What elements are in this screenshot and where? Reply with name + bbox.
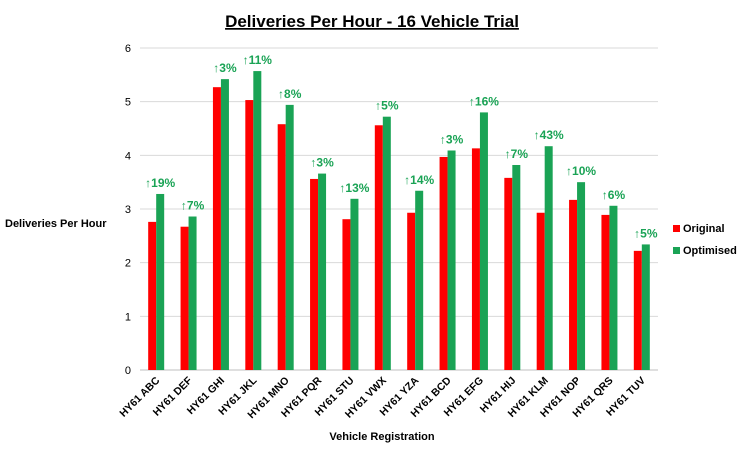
- improvement-label: ↑5%: [634, 226, 658, 240]
- bar-optimised-12: [544, 146, 553, 370]
- bar-original-15: [633, 250, 642, 370]
- bar-optimised-3: [253, 71, 262, 371]
- improvement-label: ↑3%: [440, 133, 464, 147]
- y-tick-label: 6: [125, 43, 131, 55]
- improvement-label: ↑3%: [213, 61, 237, 75]
- bar-original-11: [504, 177, 513, 370]
- bar-original-7: [374, 125, 383, 370]
- y-axis-label: Deliveries Per Hour: [5, 218, 107, 230]
- bar-original-10: [471, 148, 480, 370]
- bar-optimised-13: [577, 182, 586, 370]
- bar-original-2: [212, 87, 221, 370]
- bar-original-3: [245, 100, 254, 370]
- improvement-label: ↑13%: [339, 181, 369, 195]
- bar-original-4: [277, 124, 286, 370]
- bar-optimised-0: [156, 193, 165, 370]
- improvement-label: ↑43%: [534, 128, 564, 142]
- bar-optimised-15: [641, 244, 650, 370]
- improvement-label: ↑19%: [145, 176, 175, 190]
- bars: [148, 71, 650, 371]
- chart-title: Deliveries Per Hour - 16 Vehicle Trial: [225, 12, 519, 31]
- legend-label-original: Original: [683, 223, 725, 235]
- y-tick-label: 4: [125, 150, 131, 162]
- improvement-label: ↑5%: [375, 99, 399, 113]
- y-tick-label: 1: [125, 311, 131, 323]
- bar-original-13: [569, 199, 578, 370]
- legend-label-optimised: Optimised: [683, 245, 737, 257]
- bar-optimised-6: [350, 198, 359, 370]
- legend: Original Optimised: [673, 223, 737, 257]
- bar-optimised-5: [318, 173, 327, 370]
- improvement-label: ↑8%: [278, 87, 302, 101]
- x-axis-label: Vehicle Registration: [329, 431, 434, 443]
- y-axis-ticks: 0 1 2 3 4 5 6: [125, 43, 131, 377]
- y-tick-label: 0: [125, 365, 131, 377]
- bar-optimised-7: [382, 116, 391, 371]
- improvement-label: ↑7%: [181, 199, 205, 213]
- bar-original-5: [310, 178, 319, 370]
- legend-swatch-original: [673, 225, 680, 232]
- bar-optimised-4: [285, 104, 294, 371]
- bar-original-1: [180, 226, 189, 370]
- bar-optimised-10: [479, 112, 488, 371]
- bar-original-0: [148, 221, 157, 370]
- improvement-label: ↑14%: [404, 173, 434, 187]
- bar-optimised-8: [415, 190, 424, 370]
- bar-original-6: [342, 219, 351, 370]
- bar-optimised-14: [609, 205, 618, 370]
- bar-optimised-11: [512, 164, 521, 370]
- bar-original-12: [536, 212, 545, 370]
- improvement-label: ↑16%: [469, 94, 499, 108]
- bar-original-14: [601, 214, 610, 370]
- improvement-label: ↑7%: [505, 147, 529, 161]
- y-tick-label: 3: [125, 204, 131, 216]
- legend-swatch-optimised: [673, 247, 680, 254]
- bar-optimised-1: [188, 216, 197, 370]
- improvement-label: ↑3%: [310, 156, 334, 170]
- improvement-label: ↑10%: [566, 164, 596, 178]
- annotations: ↑19% ↑7% ↑3% ↑11% ↑8% ↑3% ↑13% ↑5% ↑14% ↑3% ↑16% ↑7…: [145, 53, 658, 240]
- y-tick-label: 2: [125, 258, 131, 270]
- bar-optimised-9: [447, 150, 456, 370]
- bar-optimised-2: [220, 79, 229, 371]
- bar-original-9: [439, 156, 448, 370]
- improvement-label: ↑11%: [243, 53, 273, 67]
- y-tick-label: 5: [125, 97, 131, 109]
- bar-original-8: [407, 212, 416, 370]
- improvement-label: ↑6%: [602, 188, 626, 202]
